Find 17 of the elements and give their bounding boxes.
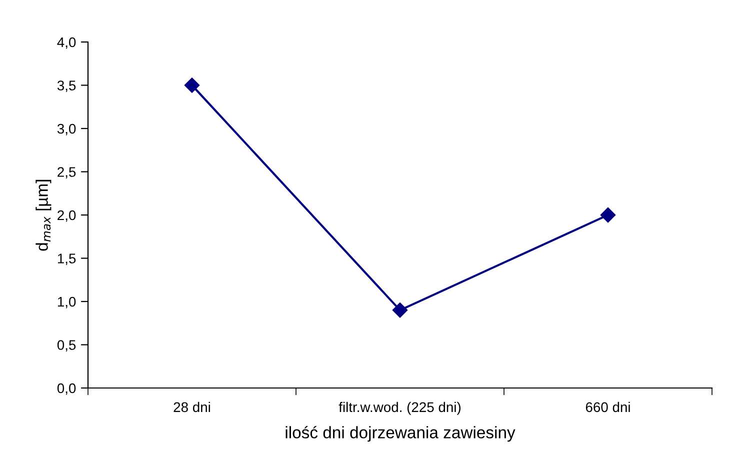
point — [184, 78, 200, 93]
x-tick-label: 28 dni — [174, 402, 210, 412]
y-tick-label: 0,0 — [57, 383, 76, 395]
y-axis-title: d$_{max}$ [µm] — [36, 180, 52, 251]
y-tick-label: 1,0 — [58, 296, 76, 308]
y-tick-label: 2,5 — [58, 167, 76, 179]
y-tick-label: 0,5 — [57, 340, 76, 352]
y-tick-label: 3,5 — [57, 80, 76, 92]
y-tick-label: 1,5 — [58, 254, 76, 266]
point — [600, 207, 616, 223]
point — [392, 302, 408, 318]
y-tick-label: 2,0 — [58, 210, 76, 222]
x-tick-label: 660 dni — [586, 402, 630, 412]
y-tick-label: 4,0 — [57, 37, 76, 49]
y-tick-label: 3,0 — [57, 124, 76, 136]
x-tick-label: filtr.w.wod. (225 dni) — [338, 402, 461, 415]
x-axis-title: ilość dni dojrzewania zawiesiny — [286, 426, 516, 442]
